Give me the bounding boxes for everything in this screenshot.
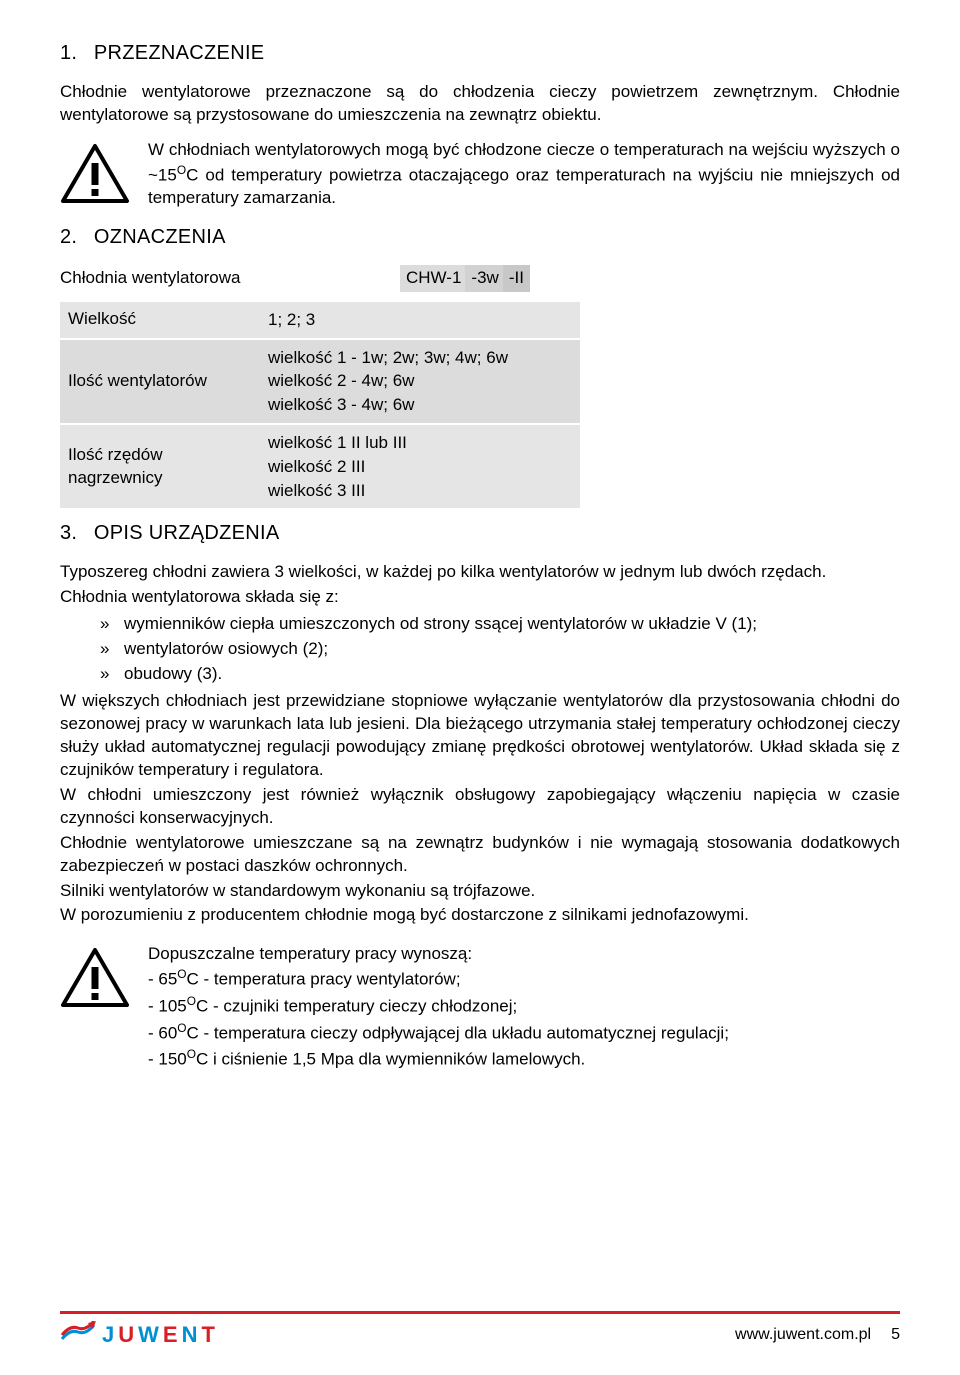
section3-p5: Chłodnie wentylatorowe umieszczane są na… [60, 832, 900, 878]
warning1-text: W chłodniach wentylatorowych mogą być ch… [148, 139, 900, 210]
designation-line: Chłodnia wentylatorowa CHW-1-3w-II [60, 265, 900, 292]
section2-heading: 2. OZNACZENIA [60, 224, 900, 251]
row-value: wielkość 1 - 1w; 2w; 3w; 4w; 6wwielkość … [260, 340, 580, 423]
page-footer: JUWENT www.juwent.com.pl 5 [0, 1311, 960, 1350]
section3-num: 3. [60, 520, 88, 547]
section3-p3: W większych chłodniach jest przewidziane… [60, 690, 900, 782]
row-value: 1; 2; 3 [260, 302, 580, 338]
footer-content: JUWENT www.juwent.com.pl 5 [60, 1320, 900, 1350]
warning1-sup: O [177, 163, 186, 177]
section2-title: OZNACZENIA [94, 226, 226, 248]
section3-p7: W porozumieniu z producentem chłodnie mo… [60, 904, 900, 927]
row-label: Ilość wentylatorów [60, 340, 260, 423]
section3-p1: Typoszereg chłodni zawiera 3 wielkości, … [60, 561, 900, 584]
chw-part-1: CHW-1 [400, 265, 467, 292]
chw-part-2: -3w [465, 265, 504, 292]
section1-num: 1. [60, 40, 88, 67]
logo: JUWENT [60, 1320, 219, 1350]
warning2-text: Dopuszczalne temperatury pracy wynoszą: … [148, 943, 900, 1072]
section3-heading: 3. OPIS URZĄDZENIA [60, 520, 900, 547]
warning-icon [60, 947, 130, 1016]
chw-code: CHW-1-3w-II [400, 265, 528, 292]
spec-table: Wielkość 1; 2; 3 Ilość wentylatorów wiel… [60, 302, 580, 509]
section1-intro: Chłodnie wentylatorowe przeznaczone są d… [60, 81, 900, 127]
section3-p6: Silniki wentylatorów w standardowym wyko… [60, 880, 900, 903]
warning-icon [60, 143, 130, 212]
footer-url: www.juwent.com.pl [735, 1324, 871, 1346]
section1-title: PRZEZNACZENIE [94, 42, 265, 64]
chw-part-3: -II [503, 265, 530, 292]
logo-mark-icon [60, 1321, 96, 1350]
footer-divider [60, 1311, 900, 1314]
designation-label: Chłodnia wentylatorowa [60, 267, 400, 290]
temps-title: Dopuszczalne temperatury pracy wynoszą: [148, 943, 900, 966]
section2-num: 2. [60, 224, 88, 251]
row-label: Ilość rzędów nagrzewnicy [60, 425, 260, 508]
warning-block-1: W chłodniach wentylatorowych mogą być ch… [60, 139, 900, 212]
table-row: Ilość wentylatorów wielkość 1 - 1w; 2w; … [60, 340, 580, 423]
temp-line: - 105OC - czujniki temperatury cieczy ch… [148, 993, 900, 1019]
row-value: wielkość 1 II lub IIIwielkość 2 IIIwielk… [260, 425, 580, 508]
temp-line: - 60OC - temperatura cieczy odpływającej… [148, 1020, 900, 1046]
row-label: Wielkość [60, 302, 260, 338]
temp-line: - 150OC i ciśnienie 1,5 Mpa dla wymienni… [148, 1046, 900, 1072]
bullet-list: wymienników ciepła umieszczonych od stro… [100, 613, 900, 686]
list-item: obudowy (3). [100, 663, 900, 686]
logo-text: JUWENT [102, 1320, 219, 1350]
warning1-post: C od temperatury powietrza otaczającego … [148, 165, 900, 207]
section1-heading: 1. PRZEZNACZENIE [60, 40, 900, 67]
section3-title: OPIS URZĄDZENIA [94, 522, 280, 544]
temps-list: - 65OC - temperatura pracy wentylatorów;… [148, 966, 900, 1071]
table-row: Wielkość 1; 2; 3 [60, 302, 580, 338]
warning-block-2: Dopuszczalne temperatury pracy wynoszą: … [60, 943, 900, 1072]
temp-line: - 65OC - temperatura pracy wentylatorów; [148, 966, 900, 992]
footer-right: www.juwent.com.pl 5 [735, 1324, 900, 1346]
list-item: wentylatorów osiowych (2); [100, 638, 900, 661]
table-row: Ilość rzędów nagrzewnicy wielkość 1 II l… [60, 425, 580, 508]
list-item: wymienników ciepła umieszczonych od stro… [100, 613, 900, 636]
section3-p2: Chłodnia wentylatorowa składa się z: [60, 586, 900, 609]
section3-p4: W chłodni umieszczony jest również wyłąc… [60, 784, 900, 830]
page-number: 5 [891, 1324, 900, 1346]
designation-block: Chłodnia wentylatorowa CHW-1-3w-II [60, 265, 900, 292]
